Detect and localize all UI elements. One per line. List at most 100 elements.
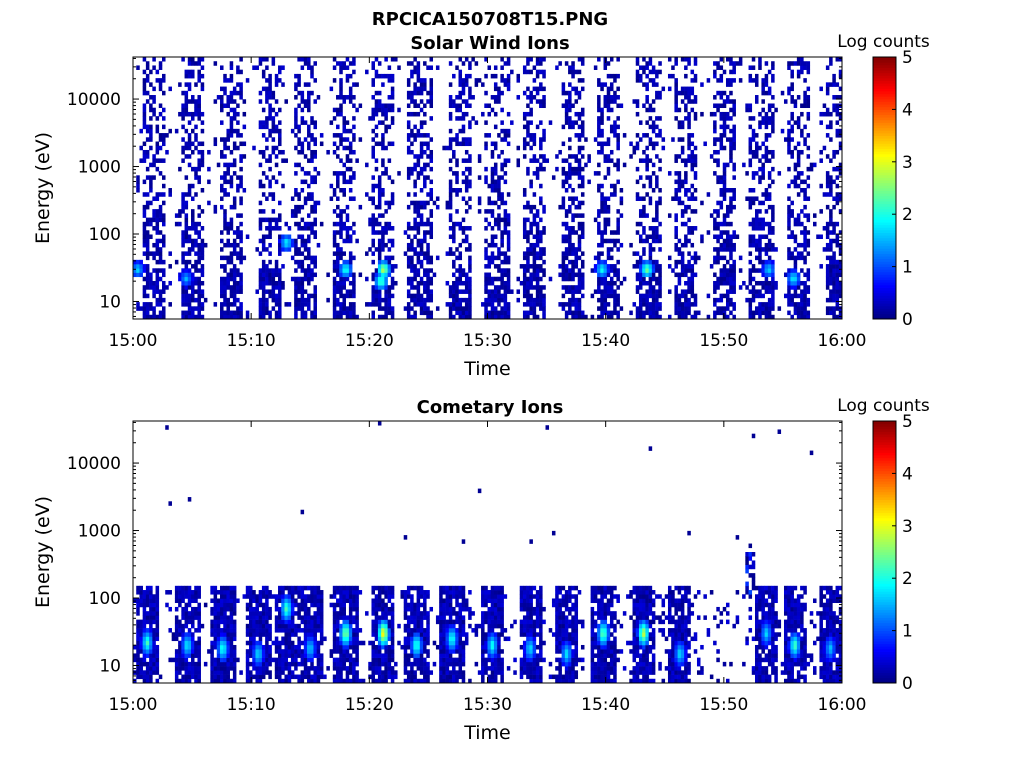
heat-cell <box>423 272 427 278</box>
heat-cell <box>813 162 817 168</box>
colorbar-band <box>873 59 896 63</box>
heat-cell <box>223 276 227 282</box>
heat-cell <box>410 95 414 100</box>
heat-cell <box>497 297 501 303</box>
heat-cell <box>390 276 395 282</box>
heat-cell <box>800 69 804 75</box>
heat-cell <box>729 242 733 248</box>
heat-cell <box>767 90 772 96</box>
heat-cell <box>274 310 279 316</box>
heat-cell <box>606 141 611 147</box>
heat-cell <box>149 175 153 180</box>
heat-cell <box>725 234 730 240</box>
heat-cell <box>265 234 269 240</box>
heat-cell <box>377 247 382 252</box>
heat-cell <box>229 204 234 210</box>
heat-cell <box>426 259 430 265</box>
heat-cell <box>339 158 343 163</box>
heat-cell <box>829 137 833 142</box>
heat-cell <box>371 217 375 223</box>
heat-cell <box>261 69 266 75</box>
heat-cell <box>568 226 572 231</box>
heat-cell <box>722 90 727 96</box>
heat-cell <box>294 306 298 311</box>
x-tick-label: 15:20 <box>345 331 394 351</box>
heat-cell <box>191 99 195 104</box>
heat-cell <box>571 217 575 223</box>
heat-cell <box>658 272 662 278</box>
heat-cell <box>300 264 305 269</box>
heat-cell <box>716 276 720 282</box>
heat-cell <box>342 192 346 197</box>
heat-cell <box>725 289 730 294</box>
heat-cell <box>600 289 604 294</box>
heat-cell <box>680 242 685 248</box>
heat-cell <box>822 111 827 117</box>
heat-cell <box>568 234 572 240</box>
heat-cell <box>725 188 730 193</box>
heat-cell <box>236 280 240 286</box>
heat-cell <box>268 111 272 117</box>
heat-cell <box>568 230 572 235</box>
heat-cell <box>310 175 314 180</box>
heat-cell <box>452 73 456 79</box>
heat-cell <box>294 204 298 210</box>
heat-cell <box>526 234 530 240</box>
heat-cell <box>184 234 189 240</box>
heat-cell <box>561 268 566 273</box>
heat-cell <box>313 137 317 142</box>
heat-cell <box>197 175 201 180</box>
heat-cell <box>539 238 543 244</box>
heat-cell <box>384 200 388 206</box>
heat-cell <box>597 116 601 121</box>
heat-cell <box>751 234 756 240</box>
heat-cell <box>139 128 143 134</box>
heat-cell <box>793 255 798 261</box>
heat-cell <box>748 221 753 227</box>
heat-cell <box>635 192 640 197</box>
heat-cell <box>674 242 678 248</box>
heat-cell <box>152 306 156 311</box>
heat-cell <box>142 158 147 163</box>
heat-cell <box>561 306 566 311</box>
heat-cell <box>158 171 163 176</box>
heat-cell <box>184 69 189 75</box>
heat-cell <box>748 238 753 244</box>
heat-cell <box>645 238 649 244</box>
heat-cell <box>568 137 572 142</box>
heat-cell <box>336 264 340 269</box>
heat-cell <box>152 217 156 223</box>
colorbar-band <box>873 96 896 100</box>
heat-cell <box>371 65 375 70</box>
heat-cell <box>568 302 572 307</box>
heat-cell <box>638 314 643 320</box>
heat-cell <box>577 306 582 311</box>
heat-cell <box>455 302 459 307</box>
heat-cell <box>220 188 224 193</box>
heat-cell <box>568 162 572 168</box>
heat-cell <box>339 255 343 261</box>
heat-cell <box>745 196 749 201</box>
heat-cell <box>764 124 769 130</box>
heat-cell <box>716 103 720 109</box>
heat-cell <box>136 259 140 265</box>
heat-cell <box>722 276 727 282</box>
heat-cell <box>503 158 508 163</box>
heat-cell <box>339 95 343 100</box>
heat-cell <box>245 310 250 316</box>
heat-cell <box>748 302 753 307</box>
heat-cell <box>461 90 466 96</box>
heat-cell <box>751 221 756 227</box>
heat-cell <box>497 268 501 273</box>
heat-cell <box>722 166 727 172</box>
heat-cell <box>200 238 205 244</box>
heat-cell <box>303 61 308 66</box>
heat-cell <box>145 78 150 83</box>
heat-cell <box>194 103 198 109</box>
colorbar-band <box>873 224 896 228</box>
heat-cell <box>725 99 730 104</box>
heat-cell <box>803 306 807 311</box>
heat-cell <box>162 158 166 163</box>
heat-cell <box>568 247 572 252</box>
heat-cell <box>310 314 314 320</box>
